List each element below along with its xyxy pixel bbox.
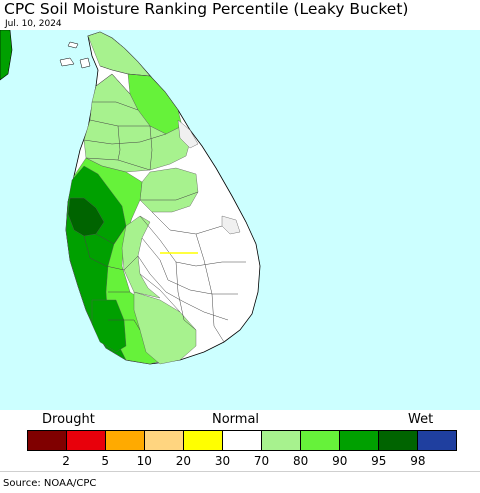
region-southwest-dark: [91, 299, 127, 353]
legend-tick-label: 10: [136, 454, 152, 468]
region-east-no-data-2: [221, 215, 241, 235]
legend-swatch: [67, 431, 106, 450]
legend-swatch: [145, 431, 184, 450]
legend-swatch: [301, 431, 340, 450]
legend-swatch: [28, 431, 67, 450]
legend-tick-label: 20: [175, 454, 191, 468]
legend-tick-label: 80: [292, 454, 309, 468]
legend-swatch: [184, 431, 223, 450]
legend-swatch: [223, 431, 262, 450]
legend-color-bar: [27, 430, 457, 451]
map-title: CPC Soil Moisture Ranking Percentile (Le…: [4, 0, 409, 18]
soil-moisture-map: [0, 30, 480, 410]
legend-normal-label: Normal: [212, 412, 260, 427]
region-central-north-light: [83, 73, 191, 173]
legend-drought-label: Drought: [42, 412, 95, 427]
region-south-light: [133, 291, 197, 365]
legend-tick-label: 98: [410, 454, 426, 468]
legend-tick-label: 70: [253, 454, 270, 468]
small-islands: [59, 41, 91, 69]
source-credit: Source: NOAA/CPC: [3, 478, 97, 489]
legend-tick-label: 95: [371, 454, 387, 468]
region-central-arc: [121, 215, 161, 299]
india-coast: [0, 30, 13, 81]
legend-swatch: [340, 431, 379, 450]
map-date: Jul. 10, 2024: [5, 19, 62, 29]
legend-swatch: [262, 431, 301, 450]
legend-tick-label: 30: [214, 454, 231, 468]
legend-tick-label: 2: [62, 454, 70, 468]
legend-swatch: [379, 431, 418, 450]
region-central-east-light: [139, 167, 199, 213]
legend-swatch: [418, 431, 456, 450]
footer-divider: [0, 471, 480, 472]
legend-tick-label: 90: [332, 454, 348, 468]
region-east-no-data: [177, 119, 199, 149]
district-boundaries: [83, 65, 246, 343]
legend-wet-label: Wet: [408, 412, 434, 427]
legend-tick-label: 5: [101, 454, 109, 468]
legend-swatch: [106, 431, 145, 450]
